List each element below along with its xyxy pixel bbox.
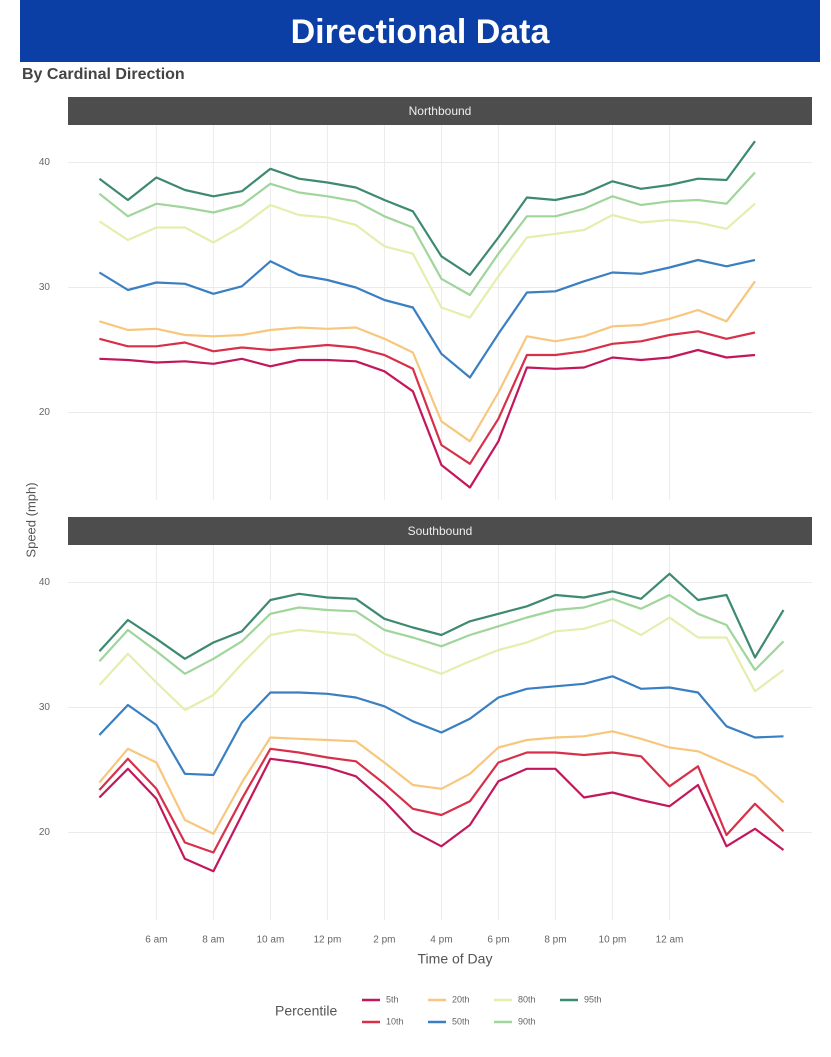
x-tick-label: 12 pm: [314, 935, 342, 946]
series-line: [98, 572, 785, 660]
legend-label: 10th: [386, 1016, 404, 1026]
series-line: [98, 747, 785, 854]
x-tick-label: 6 pm: [487, 935, 509, 946]
series-line: [99, 348, 756, 489]
x-tick-label: 10 am: [256, 935, 284, 946]
series-line: [98, 258, 756, 379]
y-axis-label: Speed (mph): [23, 482, 38, 557]
series-line: [98, 675, 784, 777]
legend-label: 20th: [452, 994, 470, 1004]
legend-label: 80th: [518, 994, 536, 1004]
x-tick-label: 8 pm: [544, 935, 566, 946]
x-tick-label: 2 pm: [373, 935, 395, 946]
series-line: [98, 593, 785, 675]
y-tick-label: 30: [39, 702, 51, 713]
header-bar: [20, 0, 820, 62]
legend-label: 95th: [584, 994, 602, 1004]
x-tick-label: 8 am: [202, 935, 224, 946]
x-tick-label: 10 pm: [599, 935, 627, 946]
legend-title: Percentile: [275, 1003, 337, 1019]
series-line: [98, 616, 785, 712]
x-axis-label: Time of Day: [418, 951, 493, 967]
series-line: [98, 171, 756, 297]
facet-strip: [68, 517, 812, 545]
y-tick-label: 40: [39, 157, 51, 168]
series-line: [98, 202, 756, 319]
y-tick-label: 40: [39, 577, 51, 588]
y-tick-label: 20: [39, 407, 51, 418]
legend-label: 50th: [452, 1016, 470, 1026]
series-line: [99, 330, 756, 465]
y-tick-label: 20: [39, 827, 51, 838]
y-tick-label: 30: [39, 282, 51, 293]
legend-label: 90th: [518, 1016, 536, 1026]
x-tick-label: 6 am: [145, 935, 167, 946]
series-line: [99, 280, 756, 443]
facet-title: Northbound: [409, 104, 472, 118]
x-tick-label: 4 pm: [430, 935, 452, 946]
facet-title: Southbound: [408, 524, 473, 538]
series-line: [98, 757, 785, 873]
facet-strip: [68, 97, 812, 125]
series-line: [98, 140, 756, 277]
page-title: Directional Data: [291, 13, 551, 51]
chart-subtitle: By Cardinal Direction: [22, 66, 185, 83]
series-line: [98, 730, 785, 835]
legend-label: 5th: [386, 994, 399, 1004]
x-tick-label: 12 am: [656, 935, 684, 946]
